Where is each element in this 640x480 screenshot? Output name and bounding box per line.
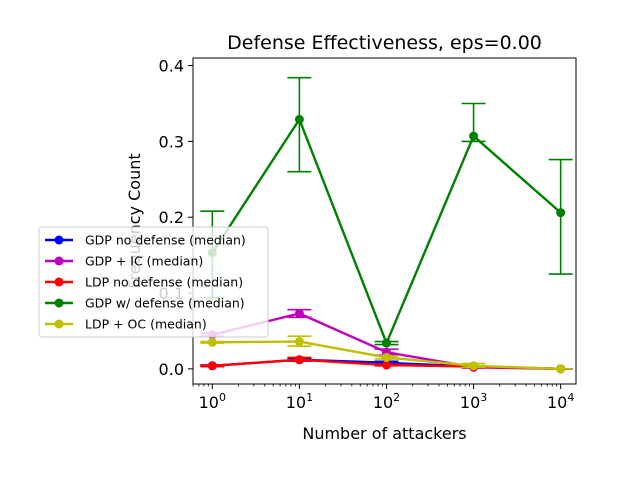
x-tick-label: 102 — [373, 391, 400, 412]
x-tick-base: 10 — [286, 393, 306, 412]
data-point — [207, 337, 217, 347]
legend-marker — [54, 298, 64, 308]
data-point — [469, 131, 479, 141]
x-axis-title: Number of attackers — [302, 424, 466, 443]
legend-marker — [54, 319, 64, 329]
legend-label: LDP + OC (median) — [85, 317, 207, 332]
data-point — [381, 352, 391, 362]
x-tick-base: 10 — [460, 393, 480, 412]
legend-label: LDP no defense (median) — [85, 275, 243, 290]
chart-title: Defense Effectiveness, eps=0.00 — [227, 32, 542, 54]
legend-marker — [54, 277, 64, 287]
legend-label: GDP + IC (median) — [85, 254, 203, 269]
data-point — [294, 337, 304, 347]
x-tick-exponent: 2 — [393, 391, 400, 404]
y-tick-label: 0.0 — [159, 360, 184, 379]
x-tick-label: 101 — [286, 391, 313, 412]
y-tick-label: 0.4 — [159, 57, 184, 76]
data-point — [469, 361, 479, 371]
x-tick-base: 10 — [199, 393, 219, 412]
x-tick-exponent: 1 — [306, 391, 313, 404]
legend-marker — [54, 235, 64, 245]
legend-label: GDP no defense (median) — [85, 233, 246, 248]
data-point — [556, 208, 566, 218]
y-tick-label: 0.2 — [159, 208, 184, 227]
x-tick-label: 104 — [547, 391, 574, 412]
x-tick-base: 10 — [373, 393, 393, 412]
data-point — [294, 114, 304, 124]
data-point — [294, 355, 304, 365]
series — [200, 335, 573, 374]
x-tick-exponent: 3 — [480, 391, 487, 404]
legend-label: GDP w/ defense (median) — [85, 296, 245, 311]
x-tick-label: 103 — [460, 391, 487, 412]
data-point — [381, 360, 391, 370]
x-axis: 100 101 102 103 104 — [192, 384, 574, 412]
data-point — [207, 361, 217, 371]
data-point — [294, 308, 304, 318]
legend-marker — [54, 256, 64, 266]
data-point — [556, 364, 566, 374]
legend: GDP no defense (median) GDP + IC (median)… — [38, 226, 269, 338]
x-tick-exponent: 4 — [567, 391, 574, 404]
x-tick-label: 100 — [199, 391, 226, 412]
data-point — [381, 338, 391, 348]
y-tick-label: 0.3 — [159, 132, 184, 151]
x-tick-base: 10 — [547, 393, 567, 412]
legend-box — [38, 226, 269, 338]
x-tick-exponent: 0 — [219, 391, 226, 404]
axes-frame — [192, 57, 577, 385]
